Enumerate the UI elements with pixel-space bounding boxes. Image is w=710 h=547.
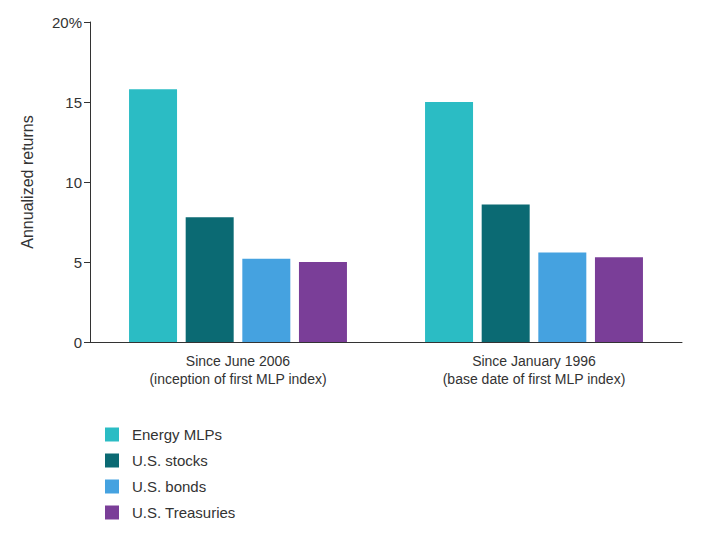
svg-text:(inception of first MLP index): (inception of first MLP index) <box>149 371 326 387</box>
svg-text:U.S. bonds: U.S. bonds <box>132 478 206 495</box>
svg-text:Energy MLPs: Energy MLPs <box>132 426 222 443</box>
svg-text:0: 0 <box>74 334 82 351</box>
svg-text:U.S. Treasuries: U.S. Treasuries <box>132 504 235 521</box>
svg-text:5: 5 <box>74 254 82 271</box>
svg-text:15: 15 <box>65 94 82 111</box>
svg-text:Since June 2006: Since June 2006 <box>186 353 291 369</box>
svg-text:(base date of first MLP index): (base date of first MLP index) <box>443 371 626 387</box>
svg-text:20%: 20% <box>52 14 82 31</box>
svg-text:Since January 1996: Since January 1996 <box>472 353 596 369</box>
svg-text:U.S. stocks: U.S. stocks <box>132 452 208 469</box>
svg-text:Annualized returns: Annualized returns <box>19 115 36 248</box>
svg-text:10: 10 <box>65 174 82 191</box>
